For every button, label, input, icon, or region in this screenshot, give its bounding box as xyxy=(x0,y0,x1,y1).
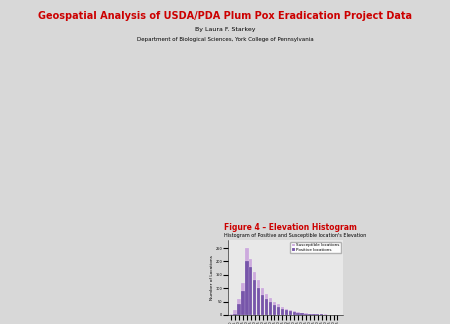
Text: Geospatial Analysis of USDA/PDA Plum Pox Eradication Project Data: Geospatial Analysis of USDA/PDA Plum Pox… xyxy=(38,11,412,21)
Bar xyxy=(253,272,256,315)
Bar xyxy=(288,311,292,315)
Bar xyxy=(269,297,272,315)
Bar xyxy=(249,267,252,315)
Bar xyxy=(292,311,296,315)
Bar xyxy=(249,259,252,315)
Bar xyxy=(312,314,315,315)
Y-axis label: Number of Locations: Number of Locations xyxy=(210,255,214,300)
Legend: Susceptible locations, Positive locations: Susceptible locations, Positive location… xyxy=(290,242,341,253)
Bar xyxy=(281,309,284,315)
Bar xyxy=(316,314,319,315)
Bar xyxy=(238,304,241,315)
Bar xyxy=(301,313,304,315)
Bar xyxy=(265,294,268,315)
Bar xyxy=(241,291,245,315)
Bar xyxy=(304,313,308,315)
Bar xyxy=(273,302,276,315)
Bar xyxy=(230,314,233,315)
Bar xyxy=(234,314,237,315)
Text: Department of Biological Sciences, York College of Pennsylvania: Department of Biological Sciences, York … xyxy=(137,37,313,42)
Bar xyxy=(297,313,300,315)
Bar xyxy=(292,312,296,315)
Text: Figure 4 – Elevation Histogram: Figure 4 – Elevation Histogram xyxy=(224,223,356,232)
Bar xyxy=(304,314,308,315)
Bar xyxy=(281,307,284,315)
Bar xyxy=(273,305,276,315)
Bar xyxy=(269,302,272,315)
Bar xyxy=(245,248,248,315)
Bar xyxy=(238,299,241,315)
Bar xyxy=(308,314,311,315)
Bar xyxy=(285,310,288,315)
Bar xyxy=(277,307,280,315)
Bar xyxy=(234,310,237,315)
Bar xyxy=(261,295,264,315)
Text: By Laura F. Starkey: By Laura F. Starkey xyxy=(195,27,255,32)
Bar xyxy=(253,280,256,315)
Bar xyxy=(312,314,315,315)
Bar xyxy=(245,261,248,315)
Bar xyxy=(308,314,311,315)
Bar xyxy=(261,288,264,315)
Text: Histogram of Positive and Susceptible location's Elevation: Histogram of Positive and Susceptible lo… xyxy=(224,233,366,238)
Bar xyxy=(288,310,292,315)
Bar xyxy=(257,280,261,315)
Bar xyxy=(241,283,245,315)
Bar xyxy=(277,304,280,315)
Bar xyxy=(301,313,304,315)
Bar xyxy=(265,299,268,315)
Bar xyxy=(285,308,288,315)
Bar xyxy=(257,288,261,315)
Bar xyxy=(297,312,300,315)
